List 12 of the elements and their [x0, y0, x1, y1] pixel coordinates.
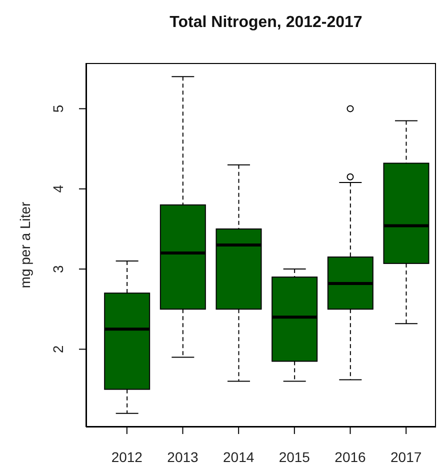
y-tick-label: 3 [50, 264, 66, 273]
x-tick-label: 2017 [390, 448, 422, 465]
x-tick-label: 2016 [334, 448, 366, 465]
chart-title: Total Nitrogen, 2012-2017 [168, 13, 364, 33]
y-axis-title: mg per a Liter [16, 201, 33, 288]
x-tick-label: 2012 [111, 448, 143, 465]
y-tick-label: 5 [50, 104, 66, 113]
x-tick-label: 2015 [278, 448, 310, 465]
y-tick-label: 4 [50, 184, 66, 193]
x-tick-label: 2014 [223, 448, 254, 465]
y-tick-label: 2 [50, 345, 66, 354]
x-tick-label: 2013 [167, 448, 199, 465]
